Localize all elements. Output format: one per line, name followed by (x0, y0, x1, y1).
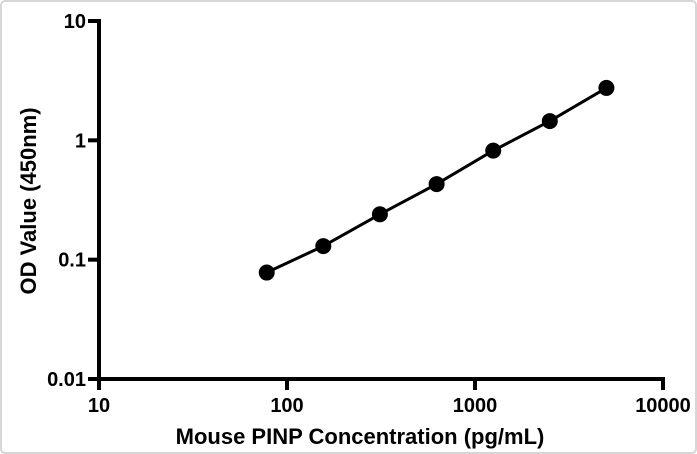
data-point (541, 113, 558, 130)
data-point (428, 176, 445, 193)
y-tick-label: 10 (64, 11, 86, 33)
y-axis-title: OD Value (450nm) (16, 107, 41, 294)
x-tick-label: 1000 (453, 395, 498, 417)
y-tick-label: 1 (75, 130, 86, 152)
data-point (598, 79, 615, 96)
y-tick-label: 0.1 (58, 250, 86, 272)
y-tick-label: 0.01 (47, 369, 86, 391)
x-axis-title: Mouse PINP Concentration (pg/mL) (176, 424, 545, 449)
x-tick-label: 10000 (635, 395, 691, 417)
data-point (258, 264, 275, 281)
axes-frame (97, 19, 665, 381)
x-tick-label: 10 (88, 395, 110, 417)
data-point (371, 206, 388, 223)
data-point (315, 238, 332, 255)
data-point (485, 142, 502, 159)
x-tick-label: 100 (270, 395, 303, 417)
